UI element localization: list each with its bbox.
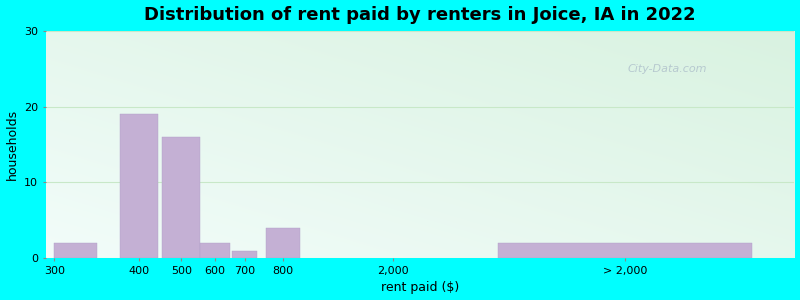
Bar	[200, 243, 230, 258]
Bar	[232, 251, 258, 258]
Title: Distribution of rent paid by renters in Joice, IA in 2022: Distribution of rent paid by renters in …	[144, 6, 696, 24]
Bar	[120, 114, 158, 258]
Bar	[54, 243, 97, 258]
X-axis label: rent paid ($): rent paid ($)	[381, 281, 459, 294]
Bar	[498, 243, 752, 258]
Text: City-Data.com: City-Data.com	[627, 64, 707, 74]
Y-axis label: households: households	[6, 109, 18, 180]
Bar	[162, 137, 200, 258]
Bar	[266, 228, 300, 258]
